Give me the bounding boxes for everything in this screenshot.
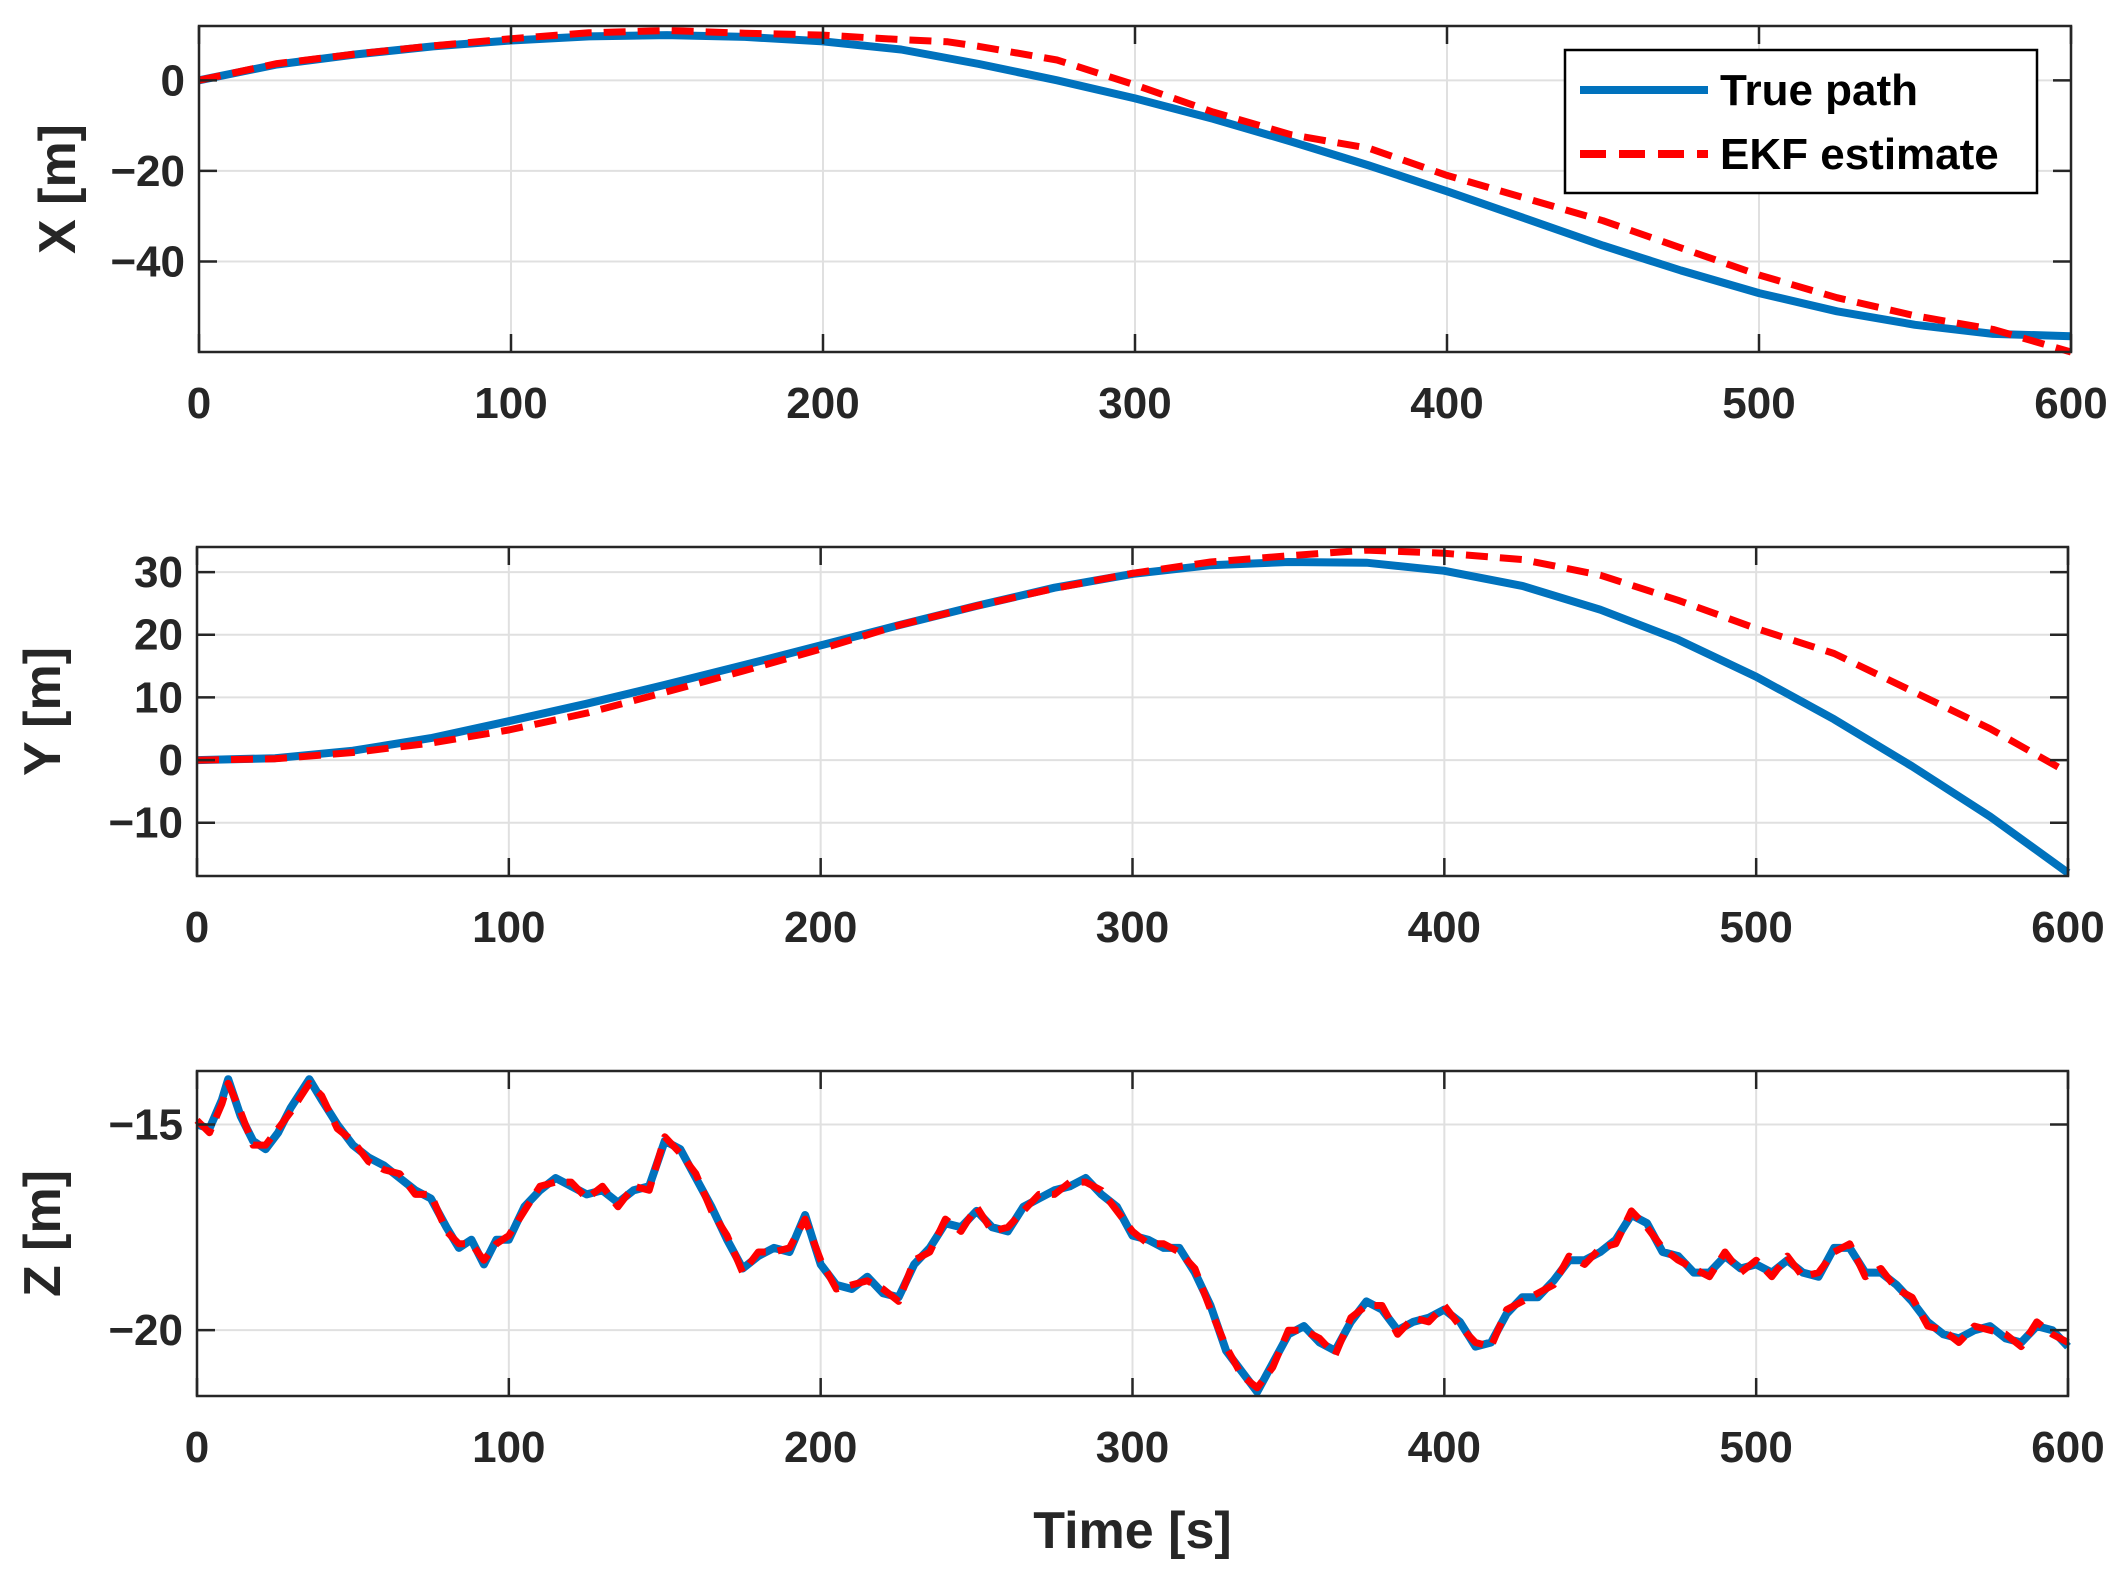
legend: True path EKF estimate bbox=[1563, 48, 2039, 195]
xtick-label-x-0: 0 bbox=[187, 379, 211, 428]
xtick-label-y-2: 200 bbox=[784, 903, 857, 952]
xtick-label-y-0: 0 bbox=[185, 903, 209, 952]
xtick-label-x-3: 300 bbox=[1098, 379, 1171, 428]
ytick-label-z-1: −20 bbox=[108, 1306, 183, 1355]
ytick-label-z-0: −15 bbox=[108, 1100, 183, 1149]
xticks-x: 0 100 200 300 400 500 600 bbox=[187, 26, 2108, 428]
xtick-label-y-5: 500 bbox=[1719, 903, 1792, 952]
xtick-label-x-5: 500 bbox=[1722, 379, 1795, 428]
ytick-label-y-1: 20 bbox=[134, 611, 183, 660]
ytick-label-x-0: 0 bbox=[161, 56, 185, 105]
xtick-label-z-6: 600 bbox=[2031, 1423, 2104, 1472]
series-x-ekf-estimate-line bbox=[198, 27, 2072, 356]
xtick-label-y-4: 400 bbox=[1408, 903, 1481, 952]
yticks-y: 30 20 10 0 −10 bbox=[108, 548, 2068, 848]
legend-box bbox=[1563, 48, 2039, 195]
grid-z bbox=[196, 1071, 2069, 1396]
xtick-label-y-1: 100 bbox=[472, 903, 545, 952]
xtick-label-x-1: 100 bbox=[474, 379, 547, 428]
xtick-label-z-0: 0 bbox=[185, 1423, 209, 1472]
ytick-label-y-4: −10 bbox=[108, 799, 183, 848]
ylabel-y: Y [m] bbox=[14, 647, 72, 776]
ytick-label-y-2: 10 bbox=[134, 673, 183, 722]
yticks-z: −15 −20 bbox=[108, 1100, 2068, 1355]
ylabel-x: X [m] bbox=[29, 124, 87, 254]
series-z-ekf-estimate-line bbox=[194, 1079, 2070, 1392]
series-y-ekf-estimate-line bbox=[196, 546, 2070, 776]
xtick-label-z-1: 100 bbox=[472, 1423, 545, 1472]
xtick-label-z-3: 300 bbox=[1096, 1423, 1169, 1472]
xtick-label-y-6: 600 bbox=[2031, 903, 2104, 952]
legend-label-ekf-estimate: EKF estimate bbox=[1720, 130, 1999, 179]
ytick-label-x-1: −20 bbox=[110, 147, 185, 196]
xtick-label-x-6: 600 bbox=[2034, 379, 2107, 428]
ytick-label-y-0: 30 bbox=[134, 548, 183, 597]
xlabel-time: Time [s] bbox=[1033, 1502, 1231, 1560]
xtick-label-z-2: 200 bbox=[784, 1423, 857, 1472]
ylabel-z: Z [m] bbox=[14, 1170, 72, 1297]
xtick-label-y-3: 300 bbox=[1096, 903, 1169, 952]
subplot-z: 0 100 200 300 400 500 600 −15 −20 Z [m] Time [s… bbox=[14, 1069, 2105, 1560]
xticks-y: 0 100 200 300 400 500 600 bbox=[185, 547, 2105, 952]
xtick-label-x-4: 400 bbox=[1410, 379, 1483, 428]
yticks-x: 0 −20 −40 bbox=[110, 56, 2071, 286]
xtick-label-x-2: 200 bbox=[786, 379, 859, 428]
ytick-label-y-3: 0 bbox=[159, 736, 183, 785]
xticks-z: 0 100 200 300 400 500 600 bbox=[185, 1071, 2105, 1472]
xtick-label-z-5: 500 bbox=[1719, 1423, 1792, 1472]
series-y bbox=[196, 546, 2071, 877]
legend-label-true-path: True path bbox=[1720, 66, 1918, 115]
xtick-label-z-4: 400 bbox=[1408, 1423, 1481, 1472]
series-z bbox=[194, 1075, 2071, 1396]
ytick-label-x-2: −40 bbox=[110, 237, 185, 286]
